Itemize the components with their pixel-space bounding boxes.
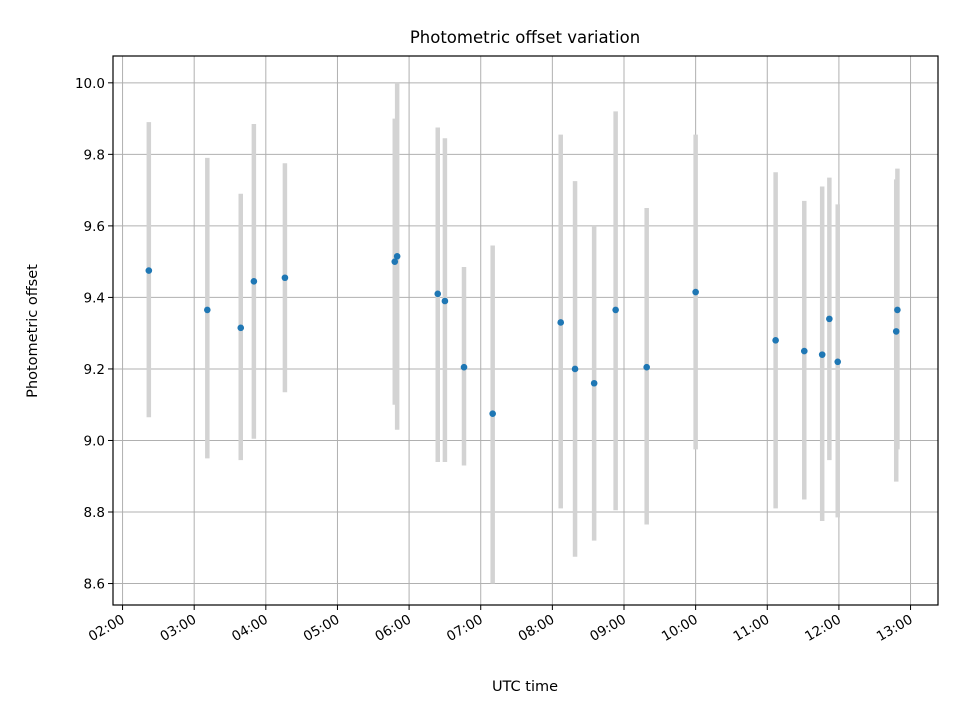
y-tick-label: 9.6 (84, 219, 105, 235)
data-point (571, 365, 579, 373)
point-layer (145, 252, 901, 417)
errorbar-layer (146, 82, 900, 584)
x-tick-label: 08:00 (516, 612, 558, 645)
y-tick-label: 8.6 (84, 577, 105, 593)
data-point (237, 324, 245, 332)
y-tick-label: 10.0 (75, 76, 105, 92)
x-tick-label: 05:00 (301, 612, 343, 645)
data-point (145, 267, 153, 274)
y-tick-label: 9.8 (84, 147, 105, 163)
data-point (460, 363, 468, 371)
data-point (204, 306, 211, 314)
data-point (441, 297, 449, 305)
x-tick-label: 06:00 (372, 612, 414, 645)
y-tick-label: 9.0 (84, 433, 105, 449)
x-tick-label: 11:00 (731, 612, 773, 645)
x-tick-label: 04:00 (229, 612, 271, 645)
data-point (557, 319, 565, 326)
y-axis-ticks: 8.6 8.8 9.0 9.2 9.4 9.6 9.8 10.0 (75, 76, 113, 593)
data-point (434, 290, 442, 298)
data-point (892, 328, 900, 335)
data-point (489, 410, 496, 417)
x-tick-label: 02:00 (86, 612, 128, 645)
x-axis-label: UTC time (492, 679, 558, 695)
data-point (391, 258, 399, 265)
y-tick-label: 9.4 (84, 290, 105, 306)
data-point (692, 288, 699, 296)
x-tick-label: 12:00 (802, 612, 844, 645)
data-point (612, 306, 619, 314)
x-tick-label: 09:00 (587, 612, 629, 645)
data-point (772, 337, 779, 344)
y-tick-label: 8.8 (84, 505, 105, 521)
data-point (643, 363, 650, 371)
data-point (894, 306, 901, 314)
data-point (250, 278, 258, 285)
y-axis-label: Photometric offset (25, 264, 41, 398)
grid-layer (113, 56, 938, 605)
plot-frame (112, 55, 939, 606)
data-point (834, 358, 842, 366)
data-point (800, 347, 808, 355)
x-tick-label: 10:00 (659, 612, 701, 645)
data-point (281, 274, 289, 282)
x-tick-label: 07:00 (444, 612, 486, 645)
x-axis-ticks: 02:00 03:00 04:00 05:00 06:00 07:00 08:00 09:00… (86, 605, 916, 645)
y-tick-label: 9.2 (84, 362, 105, 378)
chart-title: Photometric offset variation (410, 28, 640, 47)
data-point (393, 252, 401, 260)
data-point (590, 379, 598, 387)
x-tick-label: 13:00 (874, 612, 916, 645)
x-tick-label: 03:00 (157, 612, 199, 645)
data-point (818, 351, 826, 358)
data-point (826, 315, 833, 323)
